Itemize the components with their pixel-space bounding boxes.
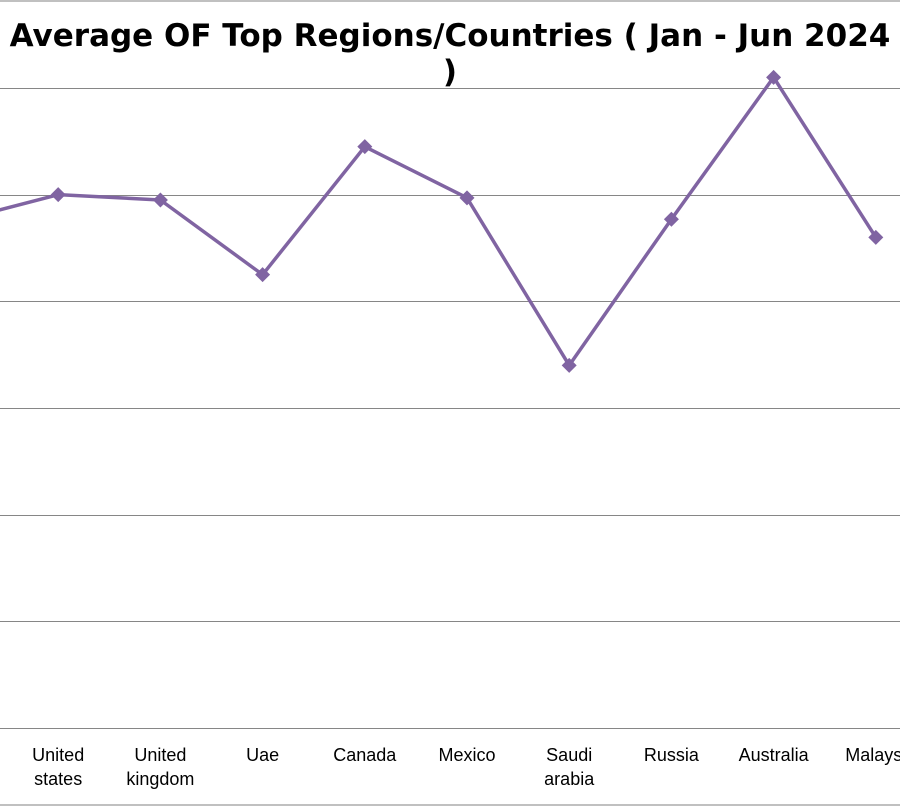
data-point-marker [663,211,679,227]
x-tick-label: Saudi arabia [544,745,595,789]
x-tick-label: United states [32,745,84,789]
data-point-marker [766,69,782,85]
data-point-marker [255,267,271,283]
data-point-marker [561,357,577,373]
x-tick-label: Australia [739,745,810,765]
x-tick-label: Mexico [438,745,495,765]
x-tick-label: United kingdom [126,745,194,789]
data-point-marker [50,187,66,203]
series-line [0,75,878,368]
x-tick-label: Russia [644,745,700,765]
x-tick-label: Malaysi [845,745,900,765]
x-tick-label: Canada [333,745,397,765]
data-point-marker [868,229,884,245]
data-point-marker [357,139,373,155]
x-tick-label: Uae [246,745,279,765]
data-point-marker [459,190,475,206]
data-point-marker [152,192,168,208]
chart-title: Average OF Top Regions/Countries ( Jan -… [9,18,891,90]
